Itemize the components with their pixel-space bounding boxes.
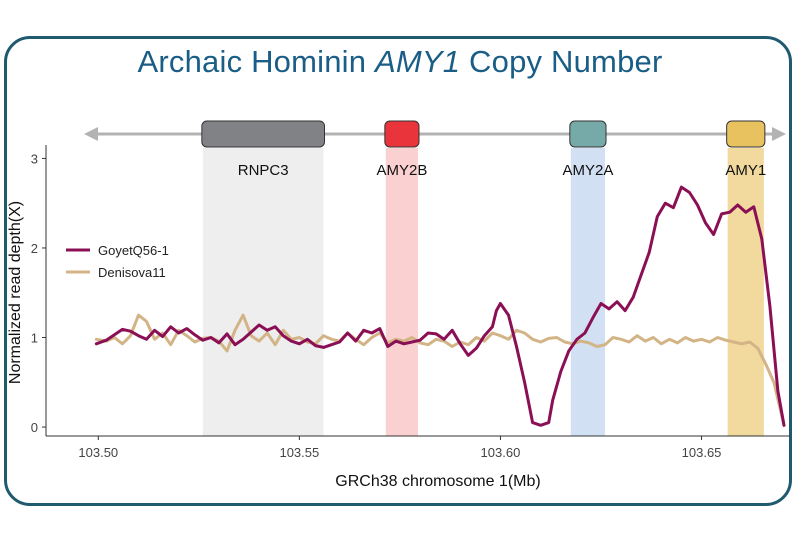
- chart-title: Archaic Hominin AMY1 Copy Number: [0, 44, 800, 80]
- arrow-right-icon: [772, 127, 786, 141]
- x-axis-label: GRCh38 chromosome 1(Mb): [335, 473, 540, 490]
- gene-band-rnpc3: [202, 148, 324, 436]
- legend-label-goyetq56-1: GoyetQ56-1: [98, 243, 169, 258]
- y-tick-label: 2: [31, 241, 38, 256]
- gene-band-amy2b: [385, 148, 418, 436]
- x-tick-label: 103.65: [682, 445, 722, 460]
- title-prefix: Archaic Hominin: [137, 44, 376, 79]
- y-axis-label: Normalized read depth(X): [7, 201, 24, 384]
- gene-box-amy2b: [384, 120, 420, 148]
- title-suffix: Copy Number: [460, 44, 663, 79]
- gene-label-amy1: AMY1: [725, 162, 766, 179]
- y-tick-label: 1: [31, 331, 38, 346]
- gene-box-rnpc3: [201, 120, 325, 148]
- title-gene: AMY1: [375, 44, 461, 79]
- series-line-goyetq56-1: [94, 185, 786, 427]
- gene-band-amy2a: [570, 148, 606, 436]
- gene-band-amy1: [727, 148, 764, 436]
- legend-label-denisova11: Denisova11: [98, 265, 166, 280]
- gene-label-amy2a: AMY2A: [562, 162, 613, 179]
- gene-box-amy1: [726, 120, 766, 148]
- x-tick-label: 103.55: [279, 445, 319, 460]
- gene-label-rnpc3: RNPC3: [238, 162, 289, 179]
- gene-label-amy2b: AMY2B: [376, 162, 427, 179]
- arrow-left-icon: [84, 127, 98, 141]
- gene-box-amy2a: [569, 120, 607, 148]
- x-tick-label: 103.60: [481, 445, 521, 460]
- x-tick-label: 103.50: [78, 445, 118, 460]
- series-line-denisova11: [94, 313, 786, 427]
- y-tick-label: 3: [31, 151, 38, 166]
- y-tick-label: 0: [31, 420, 38, 435]
